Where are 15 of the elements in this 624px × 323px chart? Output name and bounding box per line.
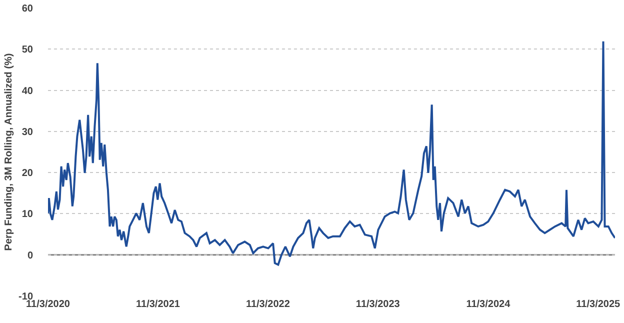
x-tick-label: 11/3/2024: [466, 299, 511, 310]
x-tick-label: 11/3/2025: [576, 299, 621, 310]
y-tick-label: 60: [22, 4, 34, 14]
y-tick-label: 20: [22, 168, 34, 180]
y-tick-label: 10: [22, 209, 34, 220]
x-tick-label: 11/3/2021: [136, 299, 180, 310]
y-tick-label: 50: [22, 44, 34, 56]
x-tick-label: 11/3/2023: [356, 299, 400, 310]
y-axis-title: Perp Funding, 3M Rolling, Annualized (%): [4, 53, 15, 251]
x-tick-label: 11/3/2022: [246, 299, 290, 310]
y-tick-label: 0: [27, 250, 34, 262]
x-tick-label: 11/3/2020: [26, 299, 70, 310]
y-tick-label: 40: [22, 86, 34, 97]
y-tick-label: 30: [22, 126, 34, 138]
line-series: [48, 40, 615, 266]
